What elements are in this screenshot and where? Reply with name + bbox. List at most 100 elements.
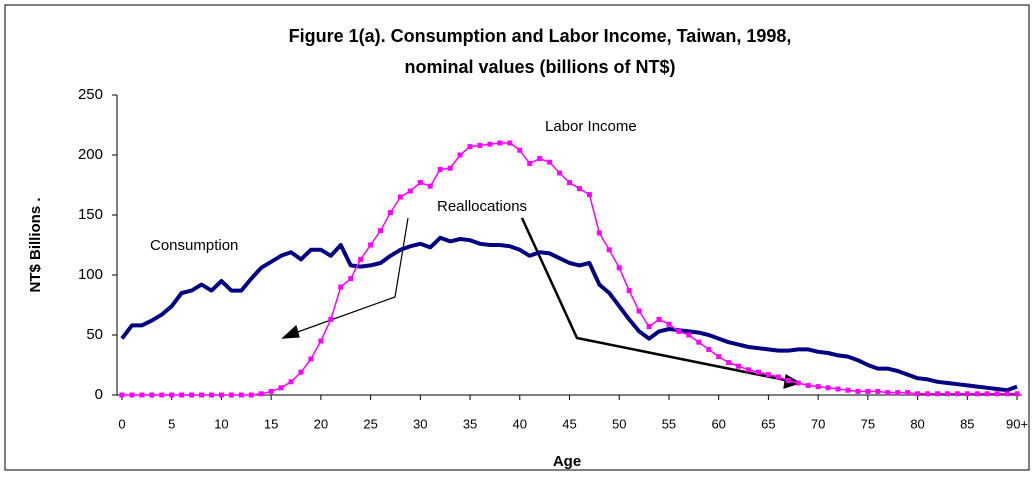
- series-marker: [616, 265, 622, 271]
- series-marker: [905, 390, 911, 396]
- series-marker: [218, 392, 224, 398]
- y-tick-label: 250: [78, 86, 103, 103]
- x-tick-label: 85: [960, 416, 974, 431]
- x-tick-label: 70: [811, 416, 825, 431]
- y-tick-label: 0: [95, 386, 103, 403]
- series-marker: [925, 391, 931, 397]
- series-marker: [407, 188, 413, 194]
- series-marker: [258, 391, 264, 397]
- x-tick-label: 5: [168, 416, 175, 431]
- arrow: [520, 217, 791, 383]
- series-marker: [487, 141, 493, 147]
- series-marker: [746, 367, 752, 373]
- series-marker: [497, 140, 503, 146]
- series-marker: [517, 147, 523, 153]
- series-marker: [547, 159, 553, 165]
- series-marker: [119, 392, 125, 398]
- series-marker: [507, 140, 513, 146]
- series-marker: [885, 390, 891, 396]
- series-marker: [765, 372, 771, 378]
- x-tick-label: 75: [861, 416, 875, 431]
- series-marker: [129, 392, 135, 398]
- series-marker: [815, 384, 821, 390]
- x-tick-label: 60: [711, 416, 725, 431]
- series-marker: [278, 385, 284, 391]
- series-marker: [865, 388, 871, 394]
- y-tick-label: 100: [78, 266, 103, 283]
- series-marker: [397, 194, 403, 200]
- series-marker: [268, 388, 274, 394]
- chart-title: Figure 1(a). Consumption and Labor Incom…: [289, 26, 792, 46]
- series-marker: [447, 165, 453, 171]
- series-marker: [586, 192, 592, 198]
- x-axis-label: Age: [553, 453, 581, 470]
- series-marker: [189, 392, 195, 398]
- series-marker: [954, 391, 960, 397]
- x-tick-label: 10: [214, 416, 228, 431]
- series-marker: [785, 378, 791, 384]
- series-marker: [378, 228, 384, 234]
- series-marker: [696, 339, 702, 345]
- series-marker: [984, 391, 990, 397]
- series-label: Labor Income: [545, 118, 637, 135]
- series-marker: [328, 316, 334, 322]
- series-marker: [795, 380, 801, 386]
- series-marker: [139, 392, 145, 398]
- series-marker: [179, 392, 185, 398]
- x-tick-label: 0: [118, 416, 125, 431]
- series-marker: [606, 247, 612, 253]
- y-axis-label: NT$ Billions .: [27, 197, 44, 292]
- series-marker: [915, 391, 921, 397]
- series-marker: [646, 324, 652, 330]
- series-marker: [934, 391, 940, 397]
- series-marker: [557, 170, 563, 176]
- series-marker: [596, 230, 602, 236]
- series-marker: [875, 388, 881, 394]
- series-marker: [716, 354, 722, 360]
- series-marker: [387, 210, 393, 216]
- x-tick-label: 45: [562, 416, 576, 431]
- series-marker: [686, 332, 692, 338]
- series-marker: [169, 392, 175, 398]
- x-tick-label: 50: [612, 416, 626, 431]
- series-label: Consumption: [150, 237, 238, 254]
- x-tick-label: 65: [761, 416, 775, 431]
- series-marker: [576, 186, 582, 192]
- series-marker: [358, 256, 364, 262]
- x-tick-label: 25: [363, 416, 377, 431]
- series-marker: [736, 363, 742, 369]
- series-marker: [775, 374, 781, 380]
- series-marker: [338, 284, 344, 290]
- x-tick-label: 15: [264, 416, 278, 431]
- series-marker: [248, 392, 254, 398]
- series-marker: [726, 360, 732, 366]
- series-marker: [805, 382, 811, 388]
- series-marker: [199, 392, 205, 398]
- series-marker: [348, 276, 354, 282]
- series-marker: [964, 391, 970, 397]
- series-marker: [895, 390, 901, 396]
- series-marker: [1004, 391, 1010, 397]
- series-marker: [855, 388, 861, 394]
- series-marker: [298, 369, 304, 375]
- series-marker: [755, 369, 761, 375]
- series-marker: [318, 338, 324, 344]
- x-tick-label: 20: [314, 416, 328, 431]
- series-marker: [636, 308, 642, 314]
- series-marker: [467, 144, 473, 150]
- series-marker: [238, 392, 244, 398]
- x-tick-label: 40: [513, 416, 527, 431]
- series-marker: [527, 160, 533, 166]
- y-tick-label: 150: [78, 206, 103, 223]
- series-marker: [567, 180, 572, 186]
- series-marker: [288, 379, 294, 385]
- series-marker: [437, 166, 443, 172]
- series-marker: [666, 321, 672, 327]
- series-marker: [994, 391, 1000, 397]
- series-line: [120, 235, 1018, 393]
- series-marker: [626, 288, 632, 294]
- series-marker: [308, 356, 314, 362]
- series-marker: [477, 142, 483, 148]
- x-tick-label: 55: [662, 416, 676, 431]
